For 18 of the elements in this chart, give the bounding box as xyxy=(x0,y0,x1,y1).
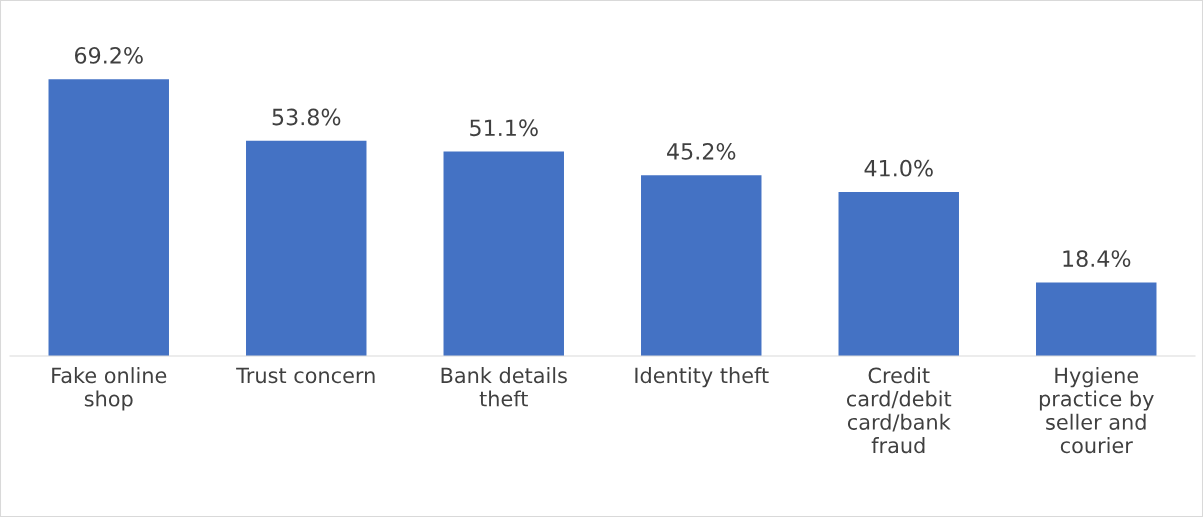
data-label: 69.2% xyxy=(75,46,143,64)
x-tick-label: Bank details theft xyxy=(441,367,567,407)
bar xyxy=(838,192,959,356)
bar xyxy=(641,175,762,356)
data-label: 18.4% xyxy=(1063,250,1131,267)
x-tick-label: Credit card/debit card/bank fraud xyxy=(846,367,952,454)
data-label: 53.8% xyxy=(272,108,341,126)
data-label: 45.2% xyxy=(667,142,736,160)
x-tick-label: Fake online shop xyxy=(52,367,167,411)
x-tick-label: Hygiene practice by seller and courier xyxy=(1039,367,1154,454)
bar xyxy=(48,79,169,356)
data-label: 41.0% xyxy=(864,159,933,177)
bar xyxy=(246,140,367,356)
bar xyxy=(443,151,564,356)
x-tick-label: Identity theft xyxy=(635,367,769,388)
bar xyxy=(1036,282,1157,356)
data-label: 51.1% xyxy=(470,119,538,137)
x-tick-label: Trust concern xyxy=(236,367,375,384)
